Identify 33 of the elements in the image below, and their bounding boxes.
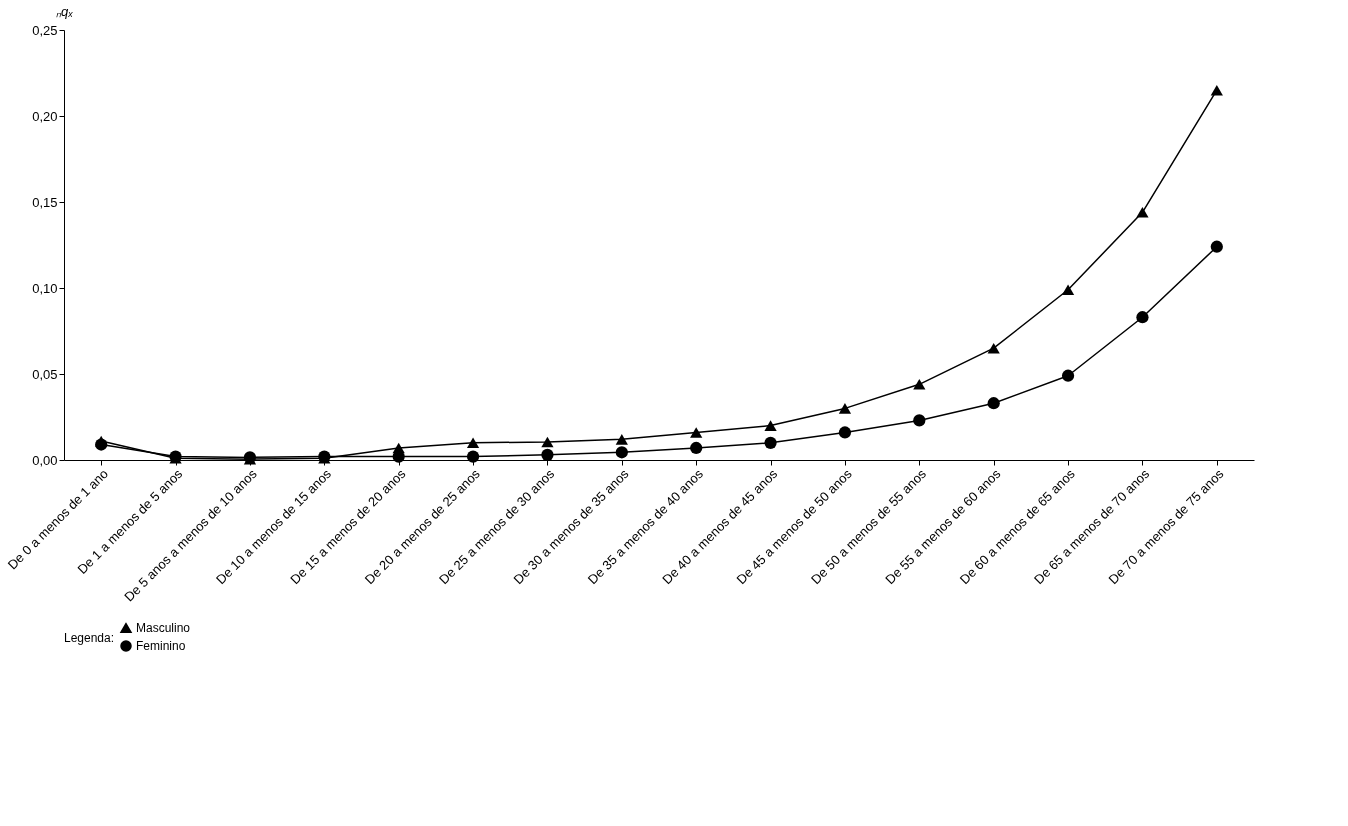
point — [1136, 207, 1149, 218]
point — [615, 434, 628, 445]
y-tick-label: 0,10 — [32, 280, 58, 296]
point — [541, 436, 554, 448]
point — [1136, 311, 1149, 324]
point — [838, 403, 852, 414]
y-tick-label: 0,25 — [32, 22, 58, 38]
point — [1061, 369, 1075, 382]
point — [690, 427, 703, 438]
point — [95, 438, 108, 451]
point — [466, 437, 480, 449]
y-axis-title: ₙqₓ — [55, 3, 74, 19]
legend-title: Legenda: — [64, 631, 115, 645]
point — [764, 420, 777, 431]
point — [1210, 84, 1223, 96]
y-tick-label: 0,00 — [32, 452, 58, 468]
point — [913, 379, 926, 390]
point — [1210, 240, 1223, 253]
y-tick-label: 0,15 — [32, 194, 58, 210]
point — [764, 436, 777, 449]
point — [541, 448, 554, 461]
legend-label: Masculino — [136, 621, 191, 635]
point — [615, 446, 628, 459]
point — [1061, 284, 1075, 296]
point — [987, 342, 1000, 354]
point — [690, 441, 703, 455]
y-tick-label: 0,05 — [32, 366, 58, 382]
point — [913, 414, 926, 427]
point — [987, 397, 1000, 410]
point — [466, 450, 480, 463]
legend-label: Feminino — [136, 639, 186, 653]
y-tick-label: 0,20 — [32, 108, 58, 124]
point — [838, 426, 852, 439]
